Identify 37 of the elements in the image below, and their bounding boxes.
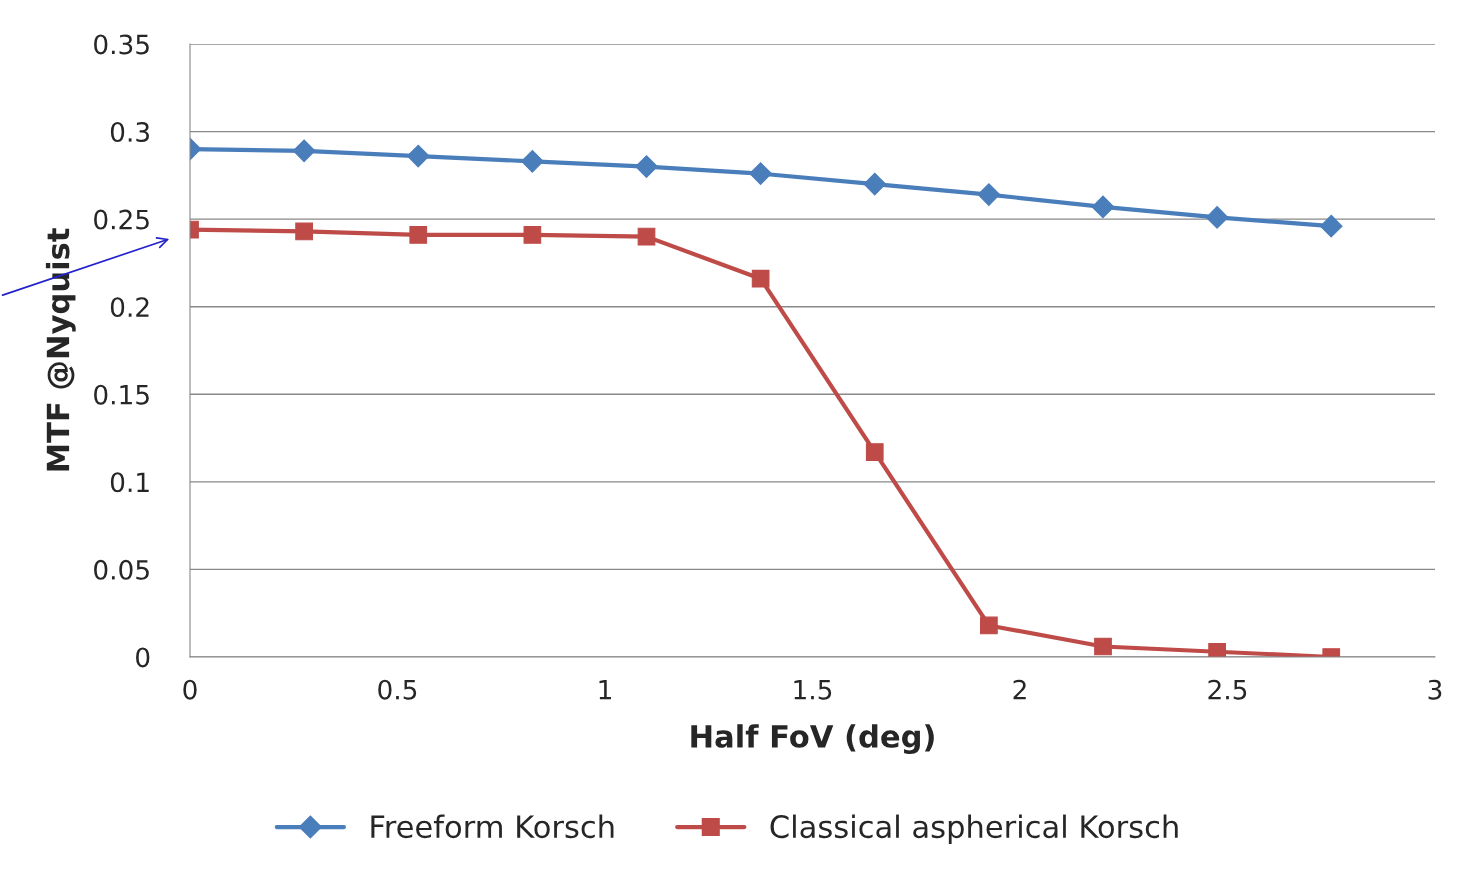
x-tick-label: 2.5 [1208,679,1247,700]
x-tick-label: 1 [599,680,611,700]
x-tick-label: 1.5 [794,680,832,700]
point [749,162,772,185]
y-tick-label: 0 [136,647,150,668]
point [1091,195,1115,219]
y-tick-label: 0.25 [94,209,149,230]
y-tick-label: 0.15 [94,384,149,405]
y-tick-label: 0.35 [94,34,149,55]
point [523,226,542,244]
point [406,144,430,168]
point [292,139,316,163]
x-tick-label: 2 [1013,679,1026,700]
point [295,222,313,241]
point [409,226,428,244]
y-tick-label: 0.1 [110,472,149,493]
y-tick-label: 0.2 [110,297,149,318]
point [1094,637,1112,656]
point [751,269,770,288]
y-tick-label: 0.05 [94,559,149,580]
point [863,172,887,196]
x-tick-label: 0.5 [378,679,417,700]
point [980,616,998,635]
point [637,227,656,246]
point [521,150,544,173]
y-axis-title: MTF @Nyquist [45,228,76,471]
y-tick-label: 0.3 [110,122,149,142]
point [865,443,884,461]
point [977,183,1001,206]
legend-label: Freeform Korsch [371,814,614,839]
point [635,155,658,178]
x-axis-title: Half FoV (deg) [691,724,934,755]
point [1319,214,1343,238]
x-tick-label: 0 [183,679,197,700]
legend-label: Classical aspherical Korsch [770,814,1178,845]
point [1205,206,1229,229]
x-tick-label: 3 [1428,679,1442,700]
